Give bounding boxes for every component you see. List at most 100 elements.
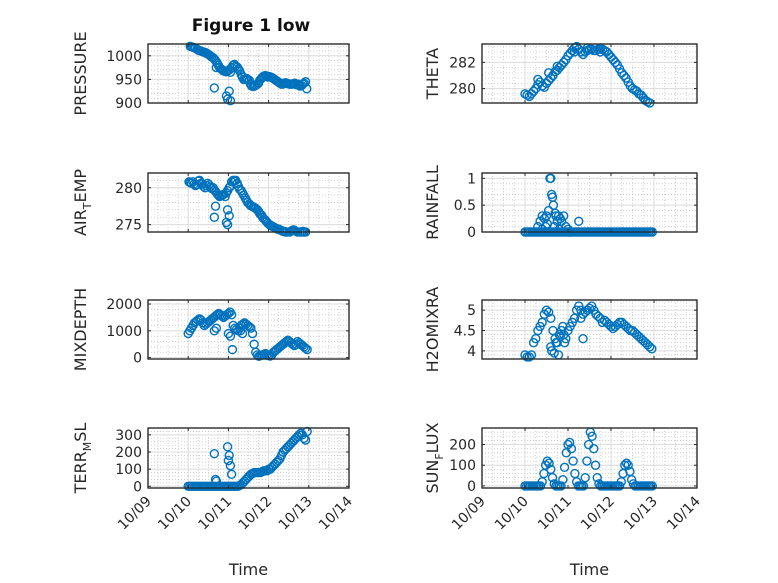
y-tick-label: 950	[115, 72, 142, 88]
subplot-6: 4 4.5 5 H2OMIXRA	[423, 287, 698, 373]
y-tick-label: 100	[115, 462, 142, 478]
data-point	[610, 57, 620, 68]
y-tick-label: 280	[449, 82, 476, 98]
data-point	[209, 212, 220, 222]
y-tick-label: 200	[115, 445, 142, 461]
data-point	[556, 481, 566, 491]
x-axis-label: Time	[228, 560, 268, 579]
data-point	[246, 323, 256, 333]
x-tick-label: 10/13	[621, 494, 661, 534]
axes-background	[147, 43, 350, 104]
data-point	[549, 221, 559, 232]
data-point	[300, 77, 311, 87]
data-point	[623, 460, 633, 470]
data-point	[619, 70, 629, 81]
y-tick-label: 4.5	[454, 324, 476, 340]
axes-background	[481, 172, 698, 233]
data-point	[222, 442, 233, 452]
data-point	[645, 342, 655, 352]
data-point	[558, 475, 568, 485]
axes-frame	[481, 43, 698, 104]
y-tick-label: 900	[115, 96, 142, 112]
y-tick-label: 1000	[106, 49, 142, 65]
data-point	[569, 47, 580, 57]
axes-frame	[147, 427, 350, 489]
x-tick-label: 10/14	[316, 493, 356, 533]
x-tick-label: 10/11	[535, 494, 575, 534]
data-point	[597, 317, 608, 328]
data-point	[222, 219, 233, 230]
data-point	[565, 437, 575, 448]
data-point	[223, 455, 234, 466]
subplot-2: 280 282 THETA	[423, 41, 698, 108]
data-point	[589, 443, 599, 454]
data-point	[576, 313, 586, 324]
data-point	[559, 211, 569, 221]
y-axis-label: RAINFALL	[423, 165, 442, 240]
data-point	[554, 224, 565, 235]
data-point	[595, 47, 605, 57]
data-point	[642, 96, 653, 107]
y-tick-label: 4	[467, 344, 476, 360]
data-point	[543, 307, 554, 317]
data-point	[546, 346, 557, 356]
axes-frame	[481, 299, 698, 360]
data-point	[226, 310, 237, 320]
data-point	[547, 472, 558, 483]
y-axis-label: TERRMSL	[71, 423, 94, 495]
data-point	[302, 344, 312, 355]
y-axis-label: THETA	[423, 48, 442, 100]
x-tick-label: 10/12	[578, 494, 618, 534]
data-point	[227, 344, 238, 355]
y-axis-label: AIRTEMP	[71, 169, 94, 236]
data-point	[211, 62, 222, 73]
x-axis-label: Time	[569, 560, 609, 579]
data-point	[235, 326, 246, 336]
data-point	[225, 461, 236, 471]
data-point	[224, 211, 234, 221]
data-point	[559, 462, 570, 473]
y-tick-label: 0	[133, 479, 142, 495]
y-axis-label: SUNFLUX	[423, 422, 446, 493]
data-point	[592, 472, 602, 483]
data-point	[225, 331, 236, 341]
data-point	[552, 61, 562, 71]
data-point	[623, 323, 633, 334]
data-point	[549, 348, 559, 358]
y-tick-label: 282	[449, 55, 476, 71]
x-tick-label: 10/10	[155, 494, 195, 534]
axes-frame	[147, 299, 350, 360]
y-tick-label: 275	[115, 218, 142, 234]
data-point	[233, 64, 244, 74]
y-tick-label: 200	[449, 438, 476, 454]
x-tick-label: 10/12	[236, 494, 276, 534]
data-point	[535, 481, 546, 491]
data-point	[546, 313, 556, 324]
data-point	[582, 456, 592, 466]
data-point	[224, 86, 234, 96]
data-point	[226, 469, 237, 479]
axes-frame	[147, 43, 350, 104]
x-tick-label: 10/11	[195, 494, 235, 534]
y-axis-label: PRESSURE	[71, 31, 90, 115]
data-point	[299, 78, 309, 88]
data-point	[559, 338, 570, 348]
y-tick-label: 1000	[106, 324, 142, 340]
axes-frame	[481, 427, 698, 489]
y-axis-label: H2OMIXRA	[423, 287, 442, 373]
y-tick-label: 1	[467, 171, 476, 187]
data-point	[300, 435, 311, 445]
data-point	[224, 183, 234, 193]
data-point	[546, 73, 556, 83]
axes-frame	[147, 172, 350, 233]
subplot-8: 0 100 200 10/09 10/10 10/11 10/12 10/13 10/14 SUN…	[423, 422, 704, 579]
data-point	[224, 450, 234, 461]
y-tick-label: 280	[115, 181, 142, 197]
x-tick-label: 10/09	[449, 494, 489, 534]
data-point	[621, 458, 632, 468]
y-tick-label: 0	[467, 479, 476, 495]
data-point	[574, 216, 584, 226]
subplot-5: 0 1000 2000 MIXDEPTH	[71, 288, 350, 371]
data-point	[568, 456, 578, 466]
